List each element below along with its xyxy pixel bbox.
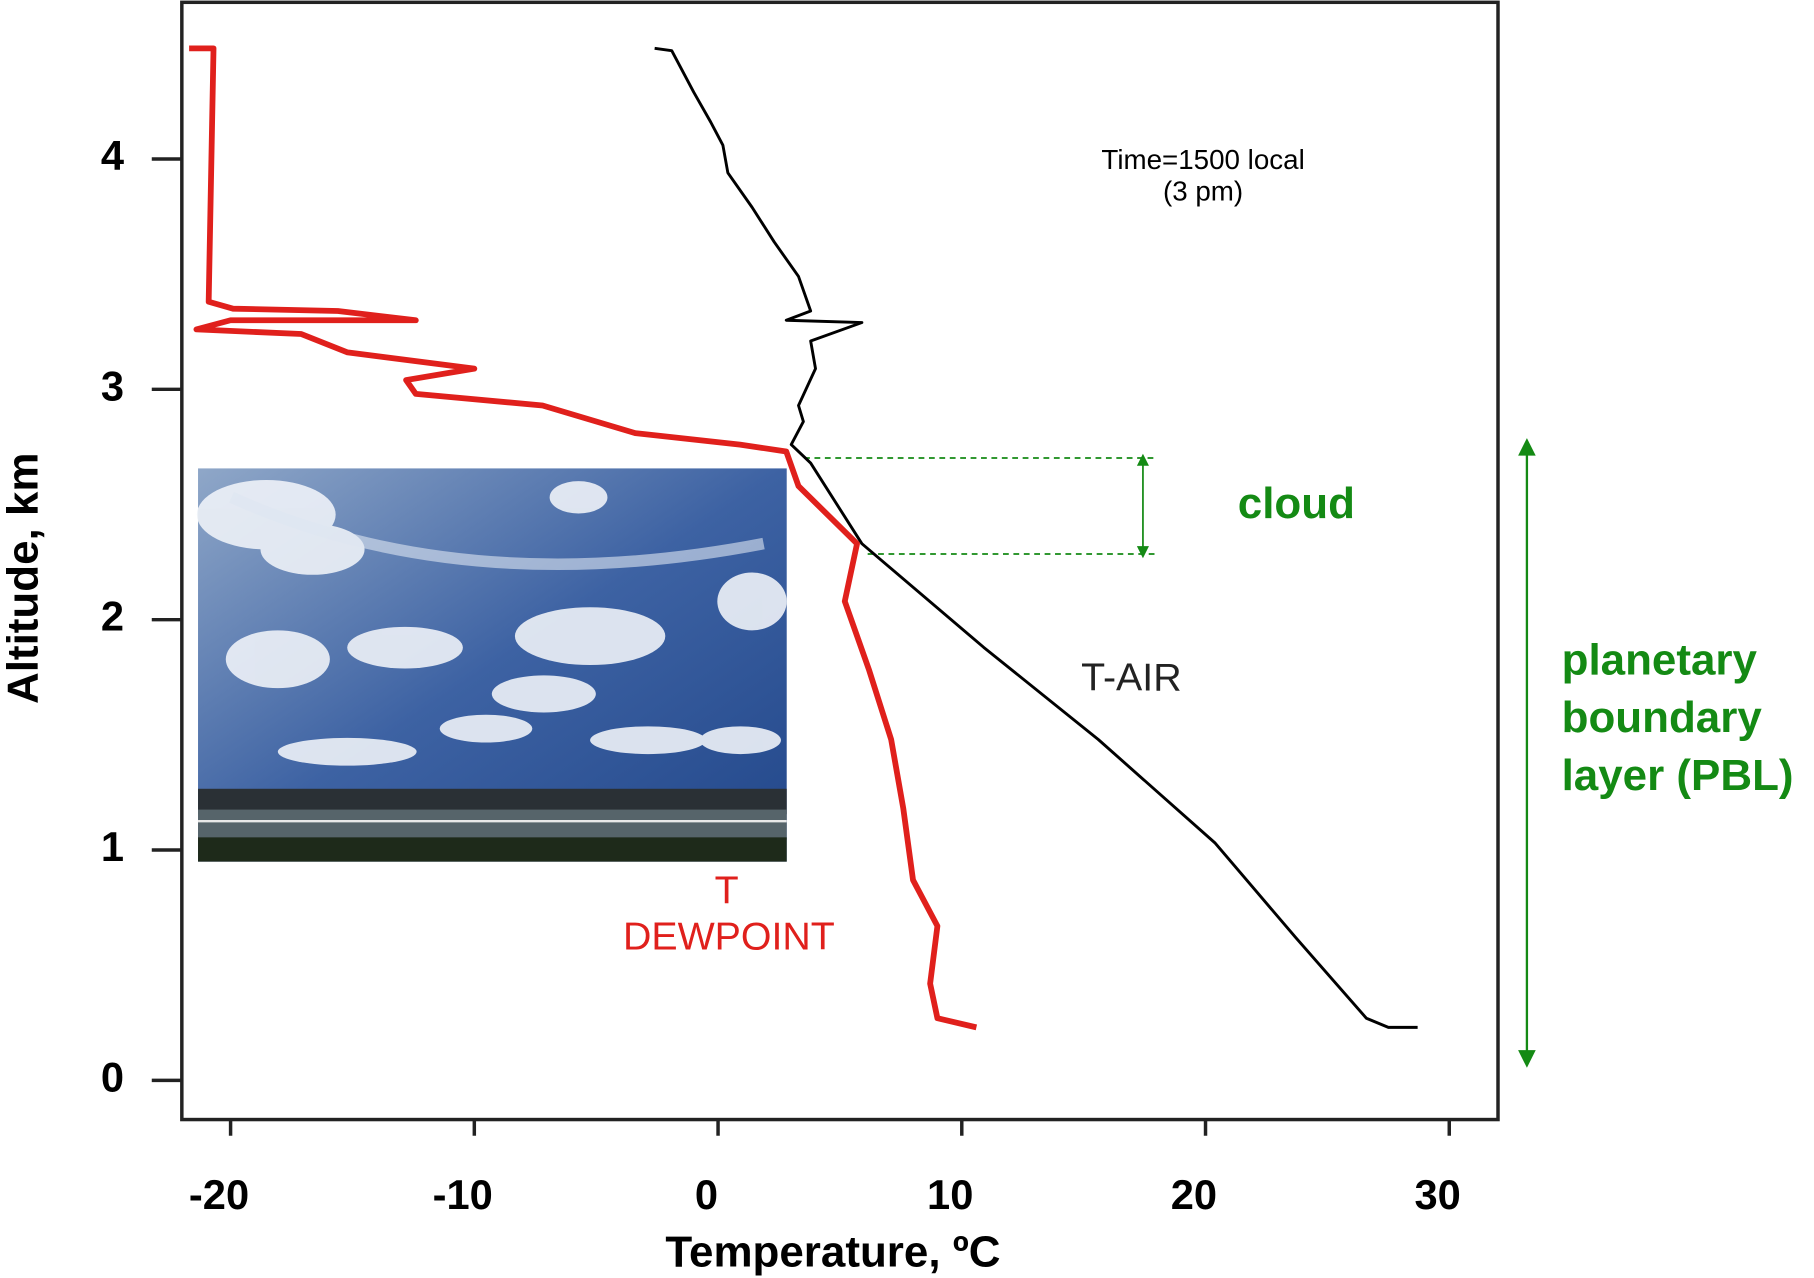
x-tick-label: 30: [1415, 1171, 1461, 1218]
x-tick-label: -10: [433, 1171, 493, 1218]
x-tick-label: 0: [695, 1171, 718, 1218]
series-label: DEWPOINT: [623, 915, 835, 959]
y-tick-label: 3: [101, 362, 124, 409]
x-axis-label: Temperature, ºC: [665, 1227, 1000, 1276]
pbl-arrow: [1518, 438, 1536, 1068]
series-label: T-AIR: [1081, 655, 1181, 699]
cloud-annotation: [804, 453, 1157, 559]
photo: [196, 468, 787, 862]
y-tick-label: 1: [101, 823, 124, 870]
x-tick-label: 10: [927, 1171, 973, 1218]
annotation: (3 pm): [1163, 175, 1243, 206]
plot-frame: [180, 0, 1500, 1122]
x-tick-label: 20: [1171, 1171, 1217, 1218]
y-axis-label: Altitude, km: [0, 453, 47, 704]
y-tick-label: 2: [101, 593, 124, 640]
series-line: [654, 46, 1418, 1029]
pbl-label: boundary: [1562, 693, 1763, 742]
pbl-label: planetary: [1562, 635, 1758, 684]
y-tick-label: 4: [101, 132, 124, 179]
y-tick-label: 0: [101, 1053, 124, 1100]
cloud-label: cloud: [1238, 479, 1355, 528]
series-line: [189, 45, 978, 1031]
x-tick-label: -20: [189, 1171, 249, 1218]
pbl-label: layer (PBL): [1562, 751, 1794, 800]
annotation: Time=1500 local: [1101, 144, 1304, 175]
series-label: T: [715, 868, 739, 912]
